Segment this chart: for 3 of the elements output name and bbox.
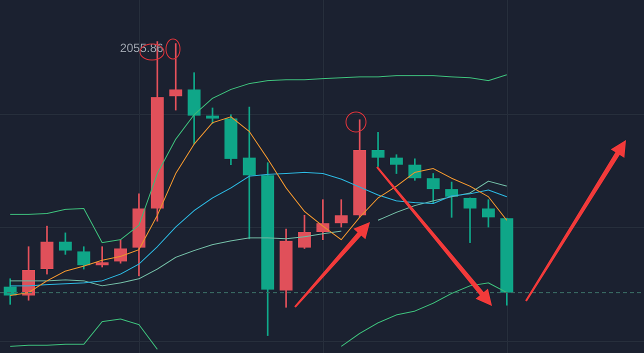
candlestick <box>464 198 476 243</box>
candlestick <box>372 132 384 167</box>
candlestick <box>206 108 219 124</box>
